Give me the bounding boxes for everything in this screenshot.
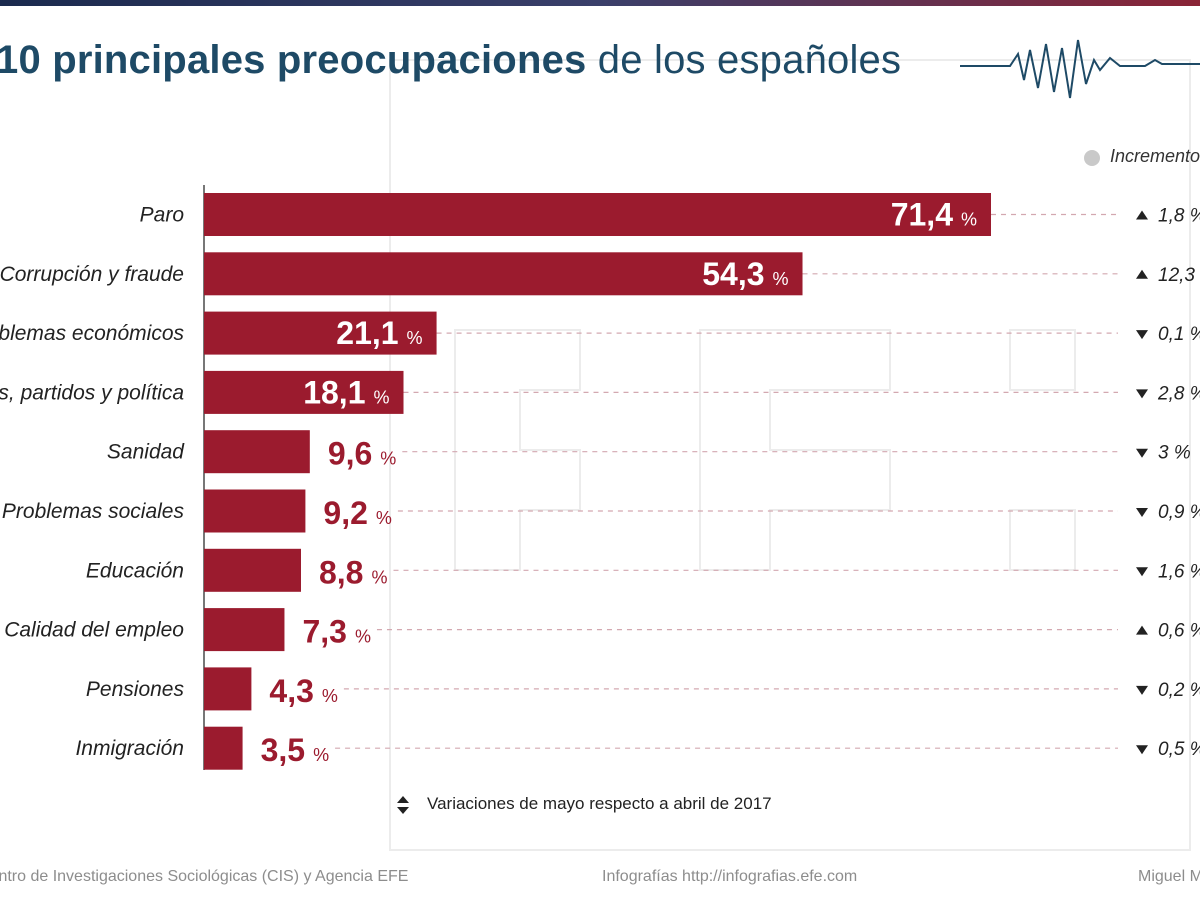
variation-label: 1,8 % xyxy=(1158,206,1200,227)
variation-up-icon xyxy=(1136,269,1148,279)
up-down-arrows-icon xyxy=(397,796,409,814)
bar xyxy=(204,311,437,355)
bar xyxy=(204,252,803,296)
category-label: Problemas sociales xyxy=(2,500,185,523)
bar xyxy=(204,548,301,592)
bar xyxy=(204,193,991,236)
bar-value-label: 18,1% xyxy=(303,374,389,410)
category-label: Calidad del empleo xyxy=(4,619,184,642)
bar-value-label: 54,3% xyxy=(702,256,788,292)
variation-down-icon xyxy=(1136,685,1148,695)
heartbeat-wave-icon xyxy=(960,39,1200,99)
variation-label: 1,6 % xyxy=(1158,561,1200,582)
credit-source: Centro de Investigaciones Sociológicas (… xyxy=(0,868,409,885)
variation-label: 3 % xyxy=(1158,443,1191,464)
bar xyxy=(204,608,285,652)
bar-value-label: 7,3% xyxy=(302,614,371,650)
category-label: Pensiones xyxy=(86,678,185,701)
bar xyxy=(204,667,252,711)
category-label: blemas económicos xyxy=(0,322,184,345)
bar xyxy=(204,430,310,474)
category-label: Sanidad xyxy=(107,441,185,464)
bar-value-label: 21,1% xyxy=(336,315,422,351)
bar xyxy=(204,726,243,770)
variation-label: 0,1 % xyxy=(1158,324,1200,345)
category-label: s, partidos y política xyxy=(0,381,184,404)
variation-down-icon xyxy=(1136,508,1148,517)
variation-label: 0,5 % xyxy=(1158,739,1200,760)
variation-down-icon xyxy=(1136,389,1148,399)
credit-site: Infografías http://infografias.efe.com xyxy=(602,868,858,885)
variation-down-icon xyxy=(1136,745,1148,755)
category-label: Educación xyxy=(86,559,184,582)
title-bold: 10 principales preocupaciones xyxy=(0,38,587,82)
category-label: Paro xyxy=(140,204,185,227)
legend-dot-icon xyxy=(1084,150,1100,166)
category-label: Corrupción y fraude xyxy=(0,263,184,286)
credit-author: Miguel M xyxy=(1138,868,1200,885)
variation-label: 12,3 xyxy=(1158,265,1195,286)
variation-label: 0,9 % xyxy=(1158,502,1200,523)
variation-label: 2,8 % xyxy=(1157,383,1200,404)
variation-label: 0,2 % xyxy=(1158,680,1200,701)
page-title: 10 principales preocupaciones de los esp… xyxy=(0,38,901,83)
bar xyxy=(204,370,404,414)
legend-label: Incremento xyxy=(1110,146,1200,166)
bar-value-label: 3,5% xyxy=(261,732,330,768)
variation-label: 0,6 % xyxy=(1158,621,1200,642)
variation-down-icon xyxy=(1136,567,1148,577)
bar xyxy=(204,489,306,533)
chart-note: Variaciones de mayo respecto a abril de … xyxy=(427,794,772,813)
variation-up-icon xyxy=(1136,625,1148,635)
bar-value-label: 8,8% xyxy=(319,554,388,590)
category-label: Inmigración xyxy=(75,737,184,760)
bar-value-label: 9,2% xyxy=(323,495,392,531)
variation-down-icon xyxy=(1136,330,1148,340)
variation-up-icon xyxy=(1136,210,1148,220)
bar-value-label: 9,6% xyxy=(328,436,397,472)
bar-value-label: 4,3% xyxy=(269,673,338,709)
variation-down-icon xyxy=(1136,448,1148,458)
top-color-band xyxy=(0,0,1200,6)
title-normal: de los españoles xyxy=(586,38,902,82)
bar-value-label: 71,4% xyxy=(891,197,977,233)
